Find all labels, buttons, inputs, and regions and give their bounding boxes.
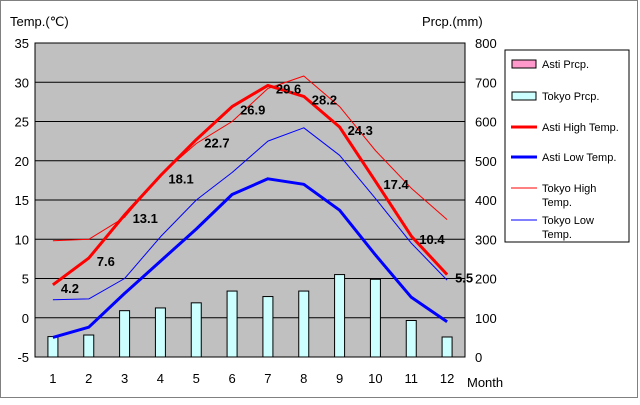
data-label: 5.5: [455, 271, 473, 286]
y-left-tick-label: -5: [17, 350, 29, 365]
y-right-tick-label: 200: [475, 272, 497, 287]
legend-label: Asti High Temp.: [542, 122, 619, 134]
x-tick-label: 7: [264, 371, 271, 386]
bar: [298, 290, 310, 358]
series-line: [52, 177, 448, 339]
bar: [369, 278, 381, 358]
y-right-tick-label: 500: [475, 154, 497, 169]
bar: [441, 336, 453, 358]
y-left-tick-label: 35: [15, 36, 29, 51]
data-label: 17.4: [383, 177, 409, 192]
bar: [83, 334, 95, 358]
y-right-tick-label: 300: [475, 232, 497, 247]
x-tick-label: 5: [193, 371, 200, 386]
x-tick-label: 3: [121, 371, 128, 386]
y-right-tick-label: 100: [475, 311, 497, 326]
series-line: [52, 127, 448, 301]
x-tick-label: 6: [228, 371, 235, 386]
y-left-tick-label: 15: [15, 193, 29, 208]
data-label: 29.6: [276, 81, 301, 96]
bar: [119, 310, 131, 358]
x-tick-label: 2: [85, 371, 92, 386]
legend-swatch: [511, 59, 537, 69]
bar: [154, 307, 166, 358]
y-left-tick-label: 10: [15, 232, 29, 247]
bar: [262, 296, 274, 358]
y-left-tick-label: 0: [22, 311, 29, 326]
x-tick-label: 8: [300, 371, 307, 386]
x-axis-title: Month: [467, 375, 503, 390]
x-tick-label: 11: [405, 371, 419, 386]
x-tick-label: 12: [440, 371, 454, 386]
plot-area: 35302520151050-5800700600500400300200100…: [15, 36, 497, 386]
bar: [190, 302, 202, 358]
y-right-tick-label: 400: [475, 193, 497, 208]
y-left-tick-label: 25: [15, 115, 29, 130]
legend-label: Tokyo Low Temp.: [542, 215, 594, 241]
data-label: 18.1: [168, 172, 193, 187]
bar: [334, 274, 346, 358]
data-label: 10.4: [419, 232, 445, 247]
legend-box: [504, 49, 630, 243]
series-line: [52, 83, 449, 287]
legend-swatch: [511, 91, 537, 101]
legend-label: Tokyo High Temp.: [542, 183, 596, 209]
data-label: 4.2: [61, 281, 79, 296]
left-axis-title: Temp.(℃): [10, 14, 69, 29]
y-left-tick-label: 20: [15, 154, 29, 169]
bar: [405, 319, 417, 358]
plot-border: [34, 42, 466, 358]
y-right-tick-label: 800: [475, 36, 497, 51]
data-label: 7.6: [97, 254, 115, 269]
data-label: 26.9: [240, 103, 265, 118]
data-label: 28.2: [312, 92, 337, 107]
x-tick-label: 9: [336, 371, 343, 386]
x-tick-label: 10: [368, 371, 382, 386]
legend-label: Asti Prcp.: [542, 59, 589, 71]
legend-label: Tokyo Prcp.: [542, 91, 599, 103]
data-label: 22.7: [204, 136, 229, 151]
data-label: 24.3: [348, 123, 373, 138]
x-tick-label: 4: [157, 371, 164, 386]
y-right-tick-label: 700: [475, 75, 497, 90]
bar: [47, 336, 59, 358]
legend: Asti Prcp. Tokyo Prcp. Asti High Temp. Asti…: [504, 49, 630, 243]
bar: [226, 290, 238, 358]
legend-label: Asti Low Temp.: [542, 152, 616, 164]
y-right-tick-label: 0: [475, 350, 482, 365]
right-axis-title: Prcp.(mm): [422, 14, 483, 29]
y-right-tick-label: 600: [475, 115, 497, 130]
data-label: 13.1: [133, 211, 158, 226]
y-left-tick-label: 5: [22, 272, 29, 287]
x-tick-label: 1: [49, 371, 56, 386]
y-left-tick-label: 30: [15, 75, 29, 90]
